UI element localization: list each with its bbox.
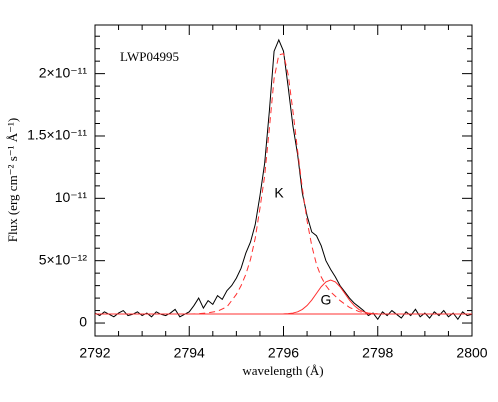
y-axis-label: Flux (erg cm⁻² s⁻¹ Å⁻¹) <box>5 118 20 242</box>
y-tick-label: 1.5×10⁻¹¹ <box>27 127 87 143</box>
spectrum-line <box>283 279 378 315</box>
y-tick-label: 0 <box>79 314 87 330</box>
y-tick-label: 10⁻¹¹ <box>55 189 88 205</box>
spectrum-line <box>189 53 378 315</box>
x-tick-label: 2800 <box>456 345 487 361</box>
annotation: LWP04995 <box>120 49 179 64</box>
plot-frame <box>94 24 473 337</box>
spectrum-line <box>94 38 473 321</box>
annotation: K <box>274 185 284 201</box>
y-tick-label: 5×10⁻¹² <box>39 251 88 267</box>
x-tick-label: 2792 <box>79 345 110 361</box>
x-axis-label: wavelength (Å) <box>242 363 323 378</box>
x-tick-label: 2798 <box>362 345 393 361</box>
annotation: G <box>321 292 332 308</box>
x-tick-label: 2794 <box>174 345 205 361</box>
y-tick-label: 2×10⁻¹¹ <box>39 64 88 80</box>
x-tick-label: 2796 <box>268 345 299 361</box>
